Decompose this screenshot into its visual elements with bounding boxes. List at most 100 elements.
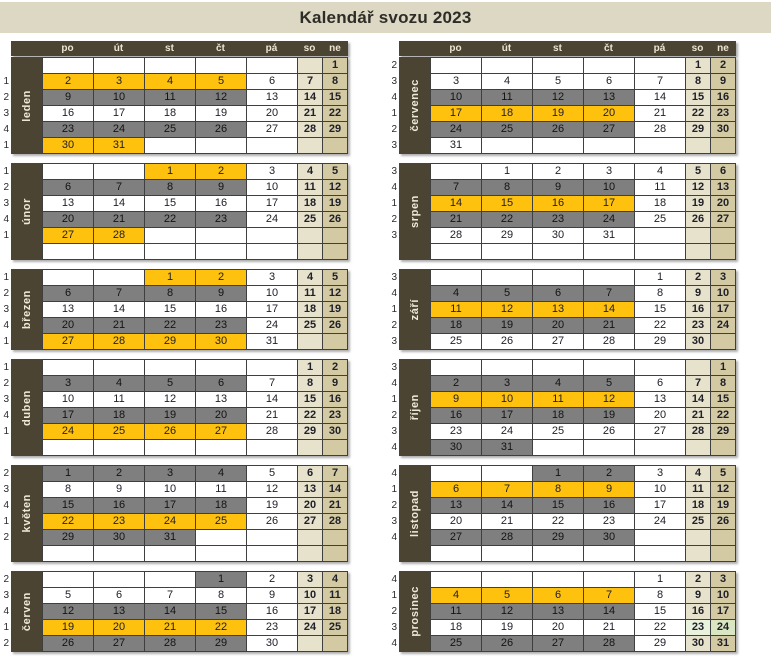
- day-cell: 7: [635, 74, 686, 90]
- week-number: 1: [3, 230, 9, 241]
- day-cell: 18: [686, 498, 711, 514]
- day-cell: 23: [431, 424, 482, 440]
- day-cell: 7: [298, 74, 323, 90]
- day-cell: [298, 440, 323, 456]
- month-name: leden: [20, 89, 33, 122]
- day-cell: [482, 466, 533, 482]
- day-cell: 3: [711, 270, 736, 286]
- day-cell: 5: [43, 588, 94, 604]
- day-cell: 13: [247, 90, 298, 106]
- day-cell: 6: [94, 588, 145, 604]
- day-cell: 14: [584, 302, 635, 318]
- day-cell: 5: [482, 588, 533, 604]
- day-cell: 31: [584, 228, 635, 244]
- day-cell: [43, 440, 94, 456]
- day-cell: 17: [298, 604, 323, 620]
- day-cell: 28: [584, 334, 635, 350]
- day-cell: 2: [711, 58, 736, 74]
- week-number-gutter: 3 4 1 2 3: [388, 269, 399, 350]
- day-cell: 25: [482, 122, 533, 138]
- day-cell: 14: [145, 604, 196, 620]
- day-cell: 9: [196, 180, 247, 196]
- day-cell: 27: [533, 636, 584, 652]
- month-name: květen: [20, 494, 33, 533]
- day-cell: 27: [298, 514, 323, 530]
- week-number: 3: [3, 304, 9, 315]
- day-cell: [43, 360, 94, 376]
- day-cell: 5: [533, 74, 584, 90]
- day-cell: [584, 440, 635, 456]
- day-cell: 3: [43, 376, 94, 392]
- day-cell: 25: [298, 318, 323, 334]
- week-number: 4: [3, 606, 9, 617]
- day-cell: 22: [635, 620, 686, 636]
- week-number: 1: [3, 622, 9, 633]
- day-cell: 17: [584, 196, 635, 212]
- day-cell: [686, 138, 711, 154]
- day-cell: 23: [686, 318, 711, 334]
- day-cell: 6: [584, 74, 635, 90]
- day-cell: 10: [247, 180, 298, 196]
- month-block: 4 1 2 3 4 prosinec 1 2 3 4 5 6 7 8 9 10 11 12 13 14 15 16 17 18…: [388, 571, 736, 652]
- day-cell: 6: [247, 74, 298, 90]
- day-cell: 14: [94, 196, 145, 212]
- day-cell: 16: [196, 196, 247, 212]
- day-cell: [247, 360, 298, 376]
- day-cell: [145, 58, 196, 74]
- day-cell: 19: [196, 106, 247, 122]
- day-cell: 19: [711, 498, 736, 514]
- week-number: 4: [391, 638, 397, 649]
- day-cell: [635, 530, 686, 546]
- day-cell: [145, 244, 196, 260]
- month-day-grid: 1 2 3 4 5 6 7 8 9 10 11 12 13 14 15 16 17 18 19 20 21 22 23 24 2…: [430, 57, 736, 154]
- day-cell: 22: [298, 408, 323, 424]
- day-cell: [584, 546, 635, 562]
- day-cell: [43, 572, 94, 588]
- month-body: červen 1 2 3 4 5 6 7 8 9 10 11 12 13 14 15 16 17 18 19 20 21 2…: [11, 571, 348, 652]
- day-cell: 11: [431, 604, 482, 620]
- week-number: 3: [3, 108, 9, 119]
- week-number-gutter: 1 2 3 4 1: [0, 359, 11, 456]
- day-cell: 19: [686, 196, 711, 212]
- day-cell: 2: [686, 270, 711, 286]
- week-number: 3: [391, 272, 397, 283]
- month-day-grid: 1 2 3 4 5 6 7 8 9 10 11 12 13 14 15 16 17 18 19 20 21 22 23 24 2…: [42, 359, 348, 456]
- day-cell: 23: [43, 122, 94, 138]
- day-cell: 7: [323, 466, 348, 482]
- day-cell: 10: [94, 90, 145, 106]
- day-cell: 5: [145, 376, 196, 392]
- day-cell: 4: [482, 74, 533, 90]
- day-cell: 21: [94, 212, 145, 228]
- day-cell: 2: [533, 164, 584, 180]
- day-cell: 25: [635, 212, 686, 228]
- week-number: 3: [391, 622, 397, 633]
- day-cell: [711, 546, 736, 562]
- day-cell: 25: [298, 212, 323, 228]
- day-cell: 22: [686, 106, 711, 122]
- day-cell: 3: [247, 270, 298, 286]
- day-cell: [196, 138, 247, 154]
- week-number: 2: [3, 638, 9, 649]
- day-cell: 12: [686, 180, 711, 196]
- month-body: květen 1 2 3 4 5 6 7 8 9 10 11 12 13 14 15 16 17 18 19 20 21 2…: [11, 465, 348, 562]
- day-cell: [145, 228, 196, 244]
- day-cell: 9: [584, 482, 635, 498]
- day-cell: 17: [145, 498, 196, 514]
- day-cell: 11: [431, 302, 482, 318]
- day-cell: 26: [711, 514, 736, 530]
- week-number: 4: [391, 468, 397, 479]
- day-cell: [431, 270, 482, 286]
- day-cell: 11: [145, 90, 196, 106]
- month-label: duben: [11, 359, 42, 456]
- day-cell: 16: [533, 196, 584, 212]
- month-label: únor: [11, 163, 42, 260]
- day-cell: [584, 138, 635, 154]
- day-cell: 28: [686, 424, 711, 440]
- day-cell: [196, 360, 247, 376]
- day-cell: 6: [533, 286, 584, 302]
- day-cell: 28: [247, 424, 298, 440]
- day-cell: 16: [584, 498, 635, 514]
- day-cell: 29: [298, 424, 323, 440]
- month-body: prosinec 1 2 3 4 5 6 7 8 9 10 11 12 13 14 15 16 17 18 19 20 2…: [399, 571, 736, 652]
- calendar-column-right: po út st čt pá so ne 2 3 4 1 2 3 červenec 1 2 3 4 5 6 7 8 9 10 1…: [388, 41, 736, 652]
